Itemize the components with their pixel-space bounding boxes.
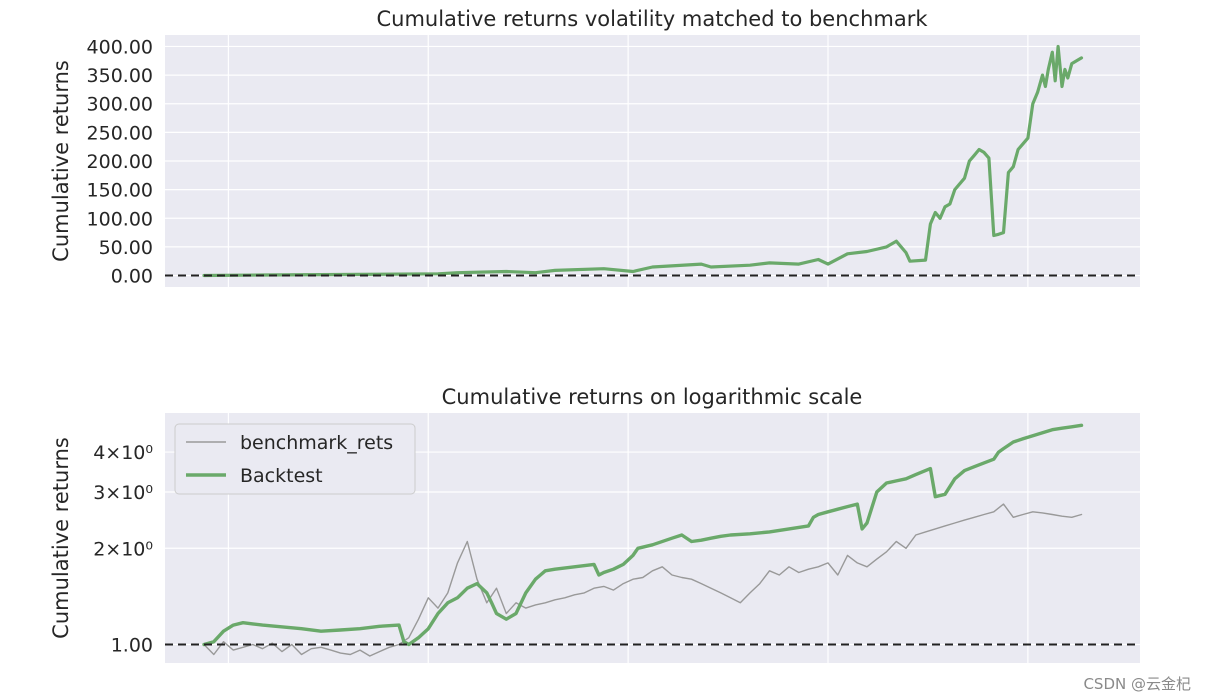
y-tick-label: 4×10⁰ — [93, 442, 153, 464]
y-tick-label: 3×10⁰ — [93, 482, 153, 504]
y-tick-label: 1.00 — [111, 634, 153, 656]
y-tick-label: 350.00 — [87, 65, 153, 87]
series-line-cumulative-returns — [202, 44, 1084, 278]
top-grid — [165, 35, 1140, 287]
legend-box — [174, 423, 416, 495]
legend-label-backtest: Backtest — [240, 465, 323, 487]
series-line-benchmark-rets — [203, 503, 1083, 657]
legend-label-benchmark: benchmark_rets — [240, 432, 393, 454]
top-y-ticks: 0.00 50.00 100.00 150.00 200.00 250.00 300.00 3… — [87, 36, 153, 287]
y-tick-label: 300.00 — [87, 94, 153, 116]
top-panel: 0.00 50.00 100.00 150.00 200.00 250.00 300.00 3… — [49, 7, 1140, 288]
legend: benchmark_rets Backtest — [174, 423, 416, 495]
y-tick-label: 150.00 — [87, 180, 153, 202]
bottom-chart-title: Cumulative returns on logarithmic scale — [442, 385, 863, 409]
bottom-series — [202, 423, 1084, 657]
y-tick-label: 2×10⁰ — [93, 538, 153, 560]
bottom-y-axis-label: Cumulative returns — [49, 437, 73, 639]
watermark: CSDN @云金杞 — [1083, 675, 1191, 693]
y-tick-label: 400.00 — [87, 36, 153, 58]
top-series — [202, 44, 1084, 278]
y-tick-label: 200.00 — [87, 151, 153, 173]
series-line-backtest — [202, 423, 1084, 647]
bottom-panel: 1.00 2×10⁰ 3×10⁰ 4×10⁰ Cumulative returns o… — [49, 385, 1140, 663]
y-tick-label: 50.00 — [99, 237, 153, 259]
top-chart-title: Cumulative returns volatility matched to… — [376, 7, 928, 31]
y-tick-label: 100.00 — [87, 208, 153, 230]
y-tick-label: 0.00 — [111, 266, 153, 288]
y-tick-label: 250.00 — [87, 122, 153, 144]
top-y-axis-label: Cumulative returns — [49, 60, 73, 262]
bottom-y-ticks: 1.00 2×10⁰ 3×10⁰ 4×10⁰ — [93, 442, 153, 656]
